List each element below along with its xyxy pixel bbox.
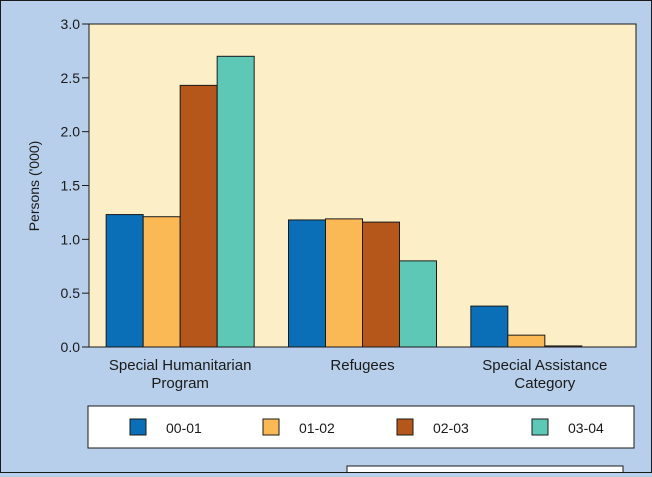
- legend-label: 02-03: [433, 420, 469, 436]
- y-tick-label: 0.0: [61, 339, 81, 355]
- bar: [507, 334, 546, 348]
- x-tick-label: Special Humanitarian: [109, 357, 252, 374]
- bar: [288, 219, 326, 348]
- y-tick-label: 1.0: [61, 231, 81, 247]
- bar: [216, 55, 255, 348]
- y-axis: 0.0 0.5 1.0 1.5 2.0 2.5 3.0: [61, 16, 89, 355]
- bar: [325, 218, 363, 348]
- legend-label: 00-01: [166, 420, 202, 436]
- legend-swatch: [129, 418, 147, 436]
- bar: [179, 84, 218, 348]
- legend-swatch: [396, 418, 414, 436]
- x-tick-label: Refugees: [330, 357, 394, 374]
- y-tick-label: 2.0: [61, 124, 81, 140]
- bar-series: [105, 55, 583, 348]
- y-tick-label: 1.5: [61, 178, 81, 194]
- footer-box: [346, 465, 624, 477]
- y-tick-label: 2.5: [61, 70, 81, 86]
- x-tick-label: Program: [151, 375, 209, 392]
- y-axis-label: Persons ('000): [26, 141, 42, 232]
- y-tick-label: 3.0: [61, 16, 81, 32]
- legend-swatch: [531, 418, 549, 436]
- bar: [544, 345, 583, 348]
- y-tick-label: 0.5: [61, 285, 81, 301]
- legend-label: 03-04: [568, 420, 604, 436]
- x-tick-label: Special Assistance: [482, 357, 607, 374]
- bar: [142, 216, 181, 348]
- bar: [470, 305, 509, 348]
- legend-swatch: [262, 418, 280, 436]
- bar: [105, 214, 144, 348]
- bar: [362, 221, 400, 348]
- bar: [399, 260, 437, 348]
- legend: 00-01 01-02 02-03 03-04: [129, 418, 604, 436]
- legend-label: 01-02: [299, 420, 335, 436]
- x-tick-label: Category: [514, 375, 575, 392]
